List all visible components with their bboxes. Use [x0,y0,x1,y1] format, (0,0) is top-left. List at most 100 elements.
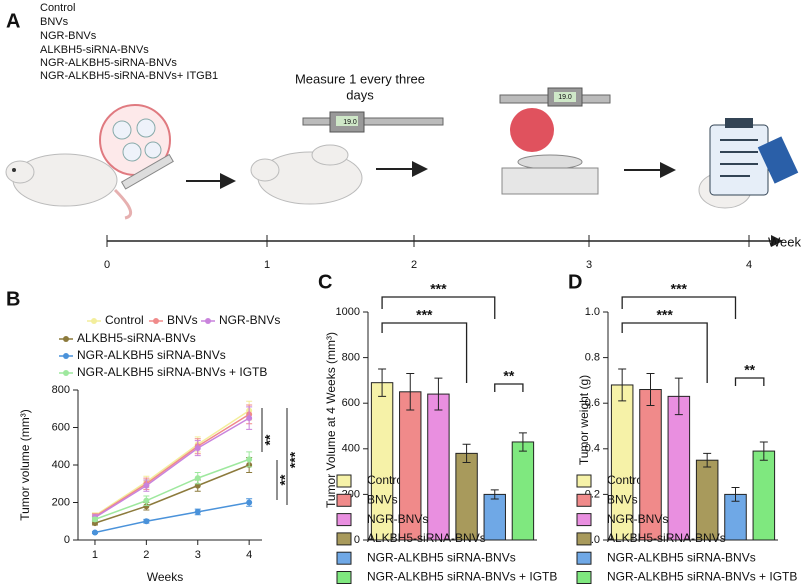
legend-marker [63,353,69,359]
panel-label: A [6,10,20,32]
error-bar [518,432,527,452]
sig-label: *** [287,451,303,468]
group-label: NGR-ALKBH5-siRNA-BNVs [40,57,177,69]
y-tick-label: 0 [354,534,360,546]
bar [427,393,450,541]
series-line [94,413,250,518]
legend-label: Control [607,473,646,487]
sig-label: *** [430,281,447,297]
legend-swatch [576,474,592,488]
legend-marker [91,318,97,324]
x-tick-label: 2 [143,549,149,561]
group-label: NGR-BNVs [40,30,97,42]
timeline-tick-label: 2 [411,259,417,271]
sig-label: ** [744,362,755,378]
panel-label: C [318,271,332,293]
legend-swatch [336,551,352,565]
legend-label: NGR-ALKBH5 siRNA-BNVs [367,550,516,564]
legend-swatch [576,571,592,584]
error-bar [703,452,712,468]
point [246,415,253,422]
y-tick-label: 1.0 [585,306,600,318]
series-line [94,501,250,534]
series-line [94,409,250,517]
legend-label: NGR-BNVs [219,313,280,327]
sig-bracket [734,377,765,386]
analysis [698,118,799,209]
legend-label: BNVs [367,492,398,506]
y-tick-label: 0 [64,534,70,546]
legend-label: BNVs [167,313,198,327]
y-tick-label: 600 [52,421,70,433]
bar [695,459,719,541]
point [91,516,98,523]
x-tick-label: 3 [195,549,201,561]
reading: 19.0 [558,94,572,101]
legend-label: ALKBH5-siRNA-BNVs [77,331,196,345]
sig-label: ** [503,368,514,384]
sig-label: ** [277,474,293,485]
legend-swatch [576,551,592,565]
legend-swatch [336,571,352,584]
y-tick-label: 600 [342,397,360,409]
group-label: BNVs [40,16,69,28]
y-tick-label: 800 [52,384,70,396]
legend-label: BNVs [607,492,638,506]
bar [752,450,776,541]
legend-label: Control [105,313,144,327]
sig-label: *** [416,307,433,323]
sig-label: ** [262,434,278,445]
sig-bracket [621,296,737,319]
series-line [94,464,250,524]
point [143,518,150,525]
y-tick-label: 0.6 [585,397,600,409]
legend-marker [205,318,211,324]
error-bar [406,373,415,411]
y-tick-label: 0.4 [585,443,600,455]
sig-bracket [381,322,468,383]
legend-swatch [336,532,352,546]
sig-bracket [381,296,496,319]
scale-measure [499,87,676,195]
sig-label: *** [656,307,673,323]
y-axis-label: Tumor Volume at 4 Weeks (mm³) [324,332,338,508]
group-label: Control [40,2,75,14]
mouse-injection [5,104,236,220]
timeline-tick-label: 3 [586,259,592,271]
x-tick-label: 4 [246,549,252,561]
group-label: NGR-ALKBH5-siRNA-BNVs+ ITGB1 [40,70,218,82]
error-bar [731,487,740,502]
group-label: ALKBH5-siRNA-BNVs [40,44,149,56]
point [143,482,150,489]
x-axis-label: Weeks [147,570,183,584]
legend-label: ALKBH5-siRNA-BNVs [367,531,486,545]
series-line [94,458,250,521]
error-bar [618,368,627,402]
error-bar [646,373,655,406]
legend-label: NGR-BNVs [367,512,428,526]
timeline-tick-label: 1 [264,259,270,271]
y-tick-label: 800 [342,352,360,364]
legend-swatch [576,532,592,546]
point [246,499,253,506]
legend-marker [63,370,69,376]
legend-label: NGR-ALKBH5 siRNA-BNVs [607,550,756,564]
timeline-tick-label: 4 [746,259,752,271]
note: Measure 1 every three [295,71,425,86]
point [194,445,201,452]
mouse-measure [250,111,444,205]
legend-label: Control [367,473,406,487]
bar [511,441,535,541]
legend-marker [63,336,69,342]
sig-bracket [494,383,524,392]
error-bar [378,368,387,397]
bar [667,395,691,541]
note: days [346,87,374,102]
y-tick-label: 1000 [336,306,360,318]
legend-label: ALKBH5-siRNA-BNVs [607,531,726,545]
legend-swatch [576,513,592,527]
legend-label: NGR-BNVs [607,512,668,526]
error-bar [490,489,499,500]
y-tick-label: 200 [52,496,70,508]
y-axis-label: Tumor volume (mm³) [18,409,32,521]
